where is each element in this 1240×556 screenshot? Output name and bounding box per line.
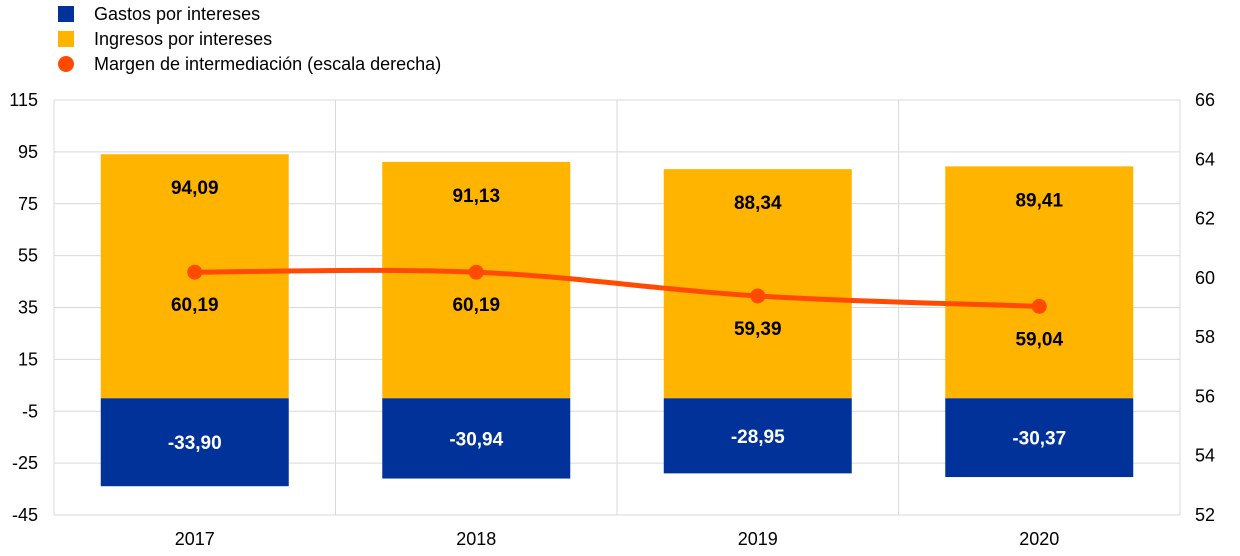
margen-point-2020 <box>1031 298 1047 314</box>
label-margen-2018: 60,19 <box>452 295 500 316</box>
y-right-tick-label: 52 <box>1195 505 1215 525</box>
label-gastos-2019: -28,95 <box>731 427 785 448</box>
label-gastos-2020: -30,37 <box>1012 429 1066 450</box>
y-right-tick-label: 64 <box>1195 149 1215 169</box>
y-right-tick-label: 60 <box>1195 268 1215 288</box>
label-ingresos-2020: 89,41 <box>1015 190 1063 211</box>
bars <box>100 154 1134 487</box>
y-left-tick-label: -45 <box>12 505 38 525</box>
axes: 115 95 75 55 35 15 -5 -25 -45 66 64 62 60 58 56 54 52 201… <box>9 90 1215 549</box>
y-left-tick-label: 95 <box>18 142 38 162</box>
x-tick-label-2019: 2019 <box>738 529 778 549</box>
legend-swatch-1 <box>58 31 74 47</box>
y-left-tick-label: -5 <box>22 401 38 421</box>
x-tick-label-2018: 2018 <box>456 529 496 549</box>
y-right-tick-label: 62 <box>1195 209 1215 229</box>
legend-label-0: Gastos por intereses <box>94 4 260 24</box>
label-margen-2017: 60,19 <box>171 295 219 316</box>
bar-ingresos-2019 <box>663 169 852 399</box>
legend-label-1: Ingresos por intereses <box>94 29 272 49</box>
legend: Gastos por intereses Ingresos por interes… <box>58 4 441 74</box>
label-margen-2020: 59,04 <box>1015 329 1063 350</box>
y-right-tick-label: 54 <box>1195 446 1215 466</box>
line-series <box>187 264 1047 314</box>
label-ingresos-2018: 91,13 <box>452 186 500 207</box>
legend-marker-2 <box>58 56 74 72</box>
bar-ingresos-2020 <box>945 166 1134 399</box>
y-left-tick-label: 55 <box>18 246 38 266</box>
label-ingresos-2019: 88,34 <box>734 193 782 214</box>
y-right-tick-label: 58 <box>1195 327 1215 347</box>
label-gastos-2017: -33,90 <box>168 433 222 454</box>
bar-ingresos-2018 <box>382 161 571 399</box>
y-left-tick-label: 115 <box>9 90 38 110</box>
bar-gastos-2017 <box>100 398 289 487</box>
bar-gastos-2018 <box>382 398 571 479</box>
y-left-tick-label: 35 <box>18 298 38 318</box>
label-margen-2019: 59,39 <box>734 319 782 340</box>
y-left-tick-label: -25 <box>12 453 38 473</box>
legend-label-2: Margen de intermediación (escala derecha… <box>94 54 441 74</box>
label-gastos-2018: -30,94 <box>449 429 503 450</box>
y-left-tick-label: 15 <box>18 349 38 369</box>
y-right-tick-label: 66 <box>1195 90 1215 110</box>
bar-gastos-2020 <box>945 398 1134 478</box>
margen-line <box>194 267 1040 309</box>
margen-point-2018 <box>468 264 484 280</box>
margen-point-2019 <box>750 288 766 304</box>
legend-swatch-0 <box>58 6 74 22</box>
x-tick-label-2020: 2020 <box>1019 529 1059 549</box>
data-labels: 94,09 60,19 -33,90 91,13 60,19 -30,94 88,34 59,… <box>168 178 1066 454</box>
bar-gastos-2019 <box>663 398 852 474</box>
label-ingresos-2017: 94,09 <box>171 178 219 199</box>
y-right-tick-label: 56 <box>1195 386 1215 406</box>
x-tick-label-2017: 2017 <box>175 529 215 549</box>
margen-point-2017 <box>187 264 203 280</box>
y-left-tick-label: 75 <box>18 194 38 214</box>
